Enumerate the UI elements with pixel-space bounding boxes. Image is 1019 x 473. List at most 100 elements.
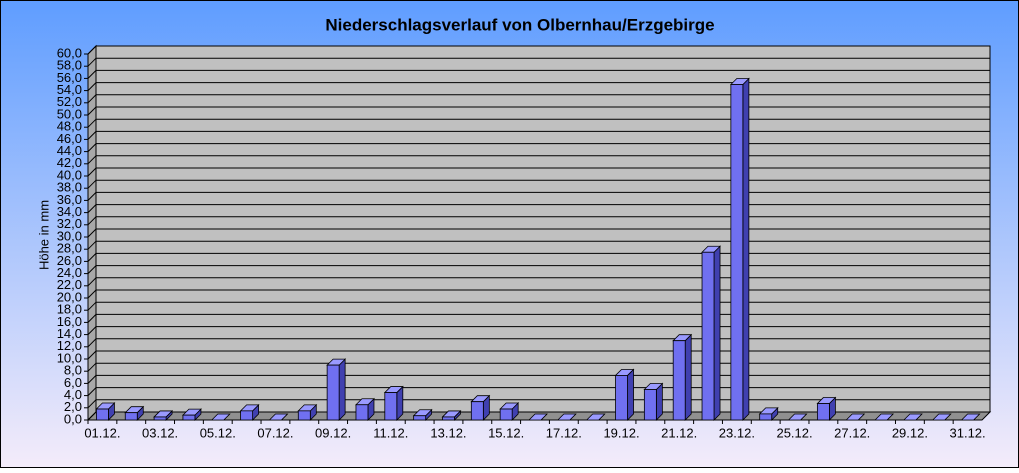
bar: [181, 408, 202, 421]
grid-line: [87, 350, 990, 360]
bar: [874, 413, 895, 421]
grid-line: [87, 265, 990, 274]
bar: [643, 382, 664, 421]
bar: [268, 413, 289, 421]
y-tick-label: 40,0: [57, 167, 82, 182]
bar: [124, 405, 145, 421]
y-tick-label: 34,0: [57, 204, 82, 219]
bar-front: [182, 414, 196, 421]
bar-front: [413, 415, 427, 421]
x-tick-label: 03.12.: [142, 425, 178, 440]
bar-front: [124, 412, 138, 421]
grid-line: [87, 45, 990, 55]
plot-area: 0,02,04,06,08,010,012,014,016,018,020,02…: [57, 44, 992, 440]
y-tick-label: 46,0: [57, 131, 82, 146]
bar-front: [615, 375, 628, 421]
y-tick-label: 12,0: [57, 338, 82, 353]
grid-line: [87, 57, 990, 67]
bar: [297, 403, 318, 421]
bar: [729, 77, 750, 421]
y-tick-label: 48,0: [57, 119, 82, 134]
y-tick-label: 44,0: [57, 143, 82, 158]
bar-top: [845, 413, 866, 421]
bar-top: [556, 413, 577, 421]
bar: [528, 413, 548, 421]
x-tick-label: 01.12.: [84, 425, 120, 440]
grid-line: [87, 374, 990, 384]
x-tick-label: 29.12.: [892, 425, 928, 440]
bar-side: [742, 77, 750, 421]
grid-line: [87, 167, 990, 177]
y-tick-label: 32,0: [57, 216, 82, 231]
bar: [326, 358, 347, 421]
grid-line: [87, 252, 990, 262]
bar-side: [684, 333, 692, 421]
x-tick-label: 19.12.: [603, 425, 639, 440]
grid-line: [87, 313, 990, 323]
bar: [902, 413, 923, 421]
grid-line: [87, 411, 990, 421]
y-tick-label: 14,0: [57, 326, 82, 341]
y-tick-label: 36,0: [57, 192, 82, 207]
grid-line: [87, 289, 990, 299]
bar: [672, 333, 693, 421]
bar-front: [442, 416, 455, 421]
grid-line: [87, 130, 990, 140]
x-tick-label: 11.12.: [373, 425, 408, 440]
bar-top: [874, 413, 895, 421]
grid-line: [87, 106, 990, 116]
grid-line: [87, 179, 990, 189]
chart-title: Niederschlagsverlauf von Olbernhau/Erzge…: [325, 15, 714, 34]
grid-line: [87, 143, 990, 152]
x-tick-label: 13.12.: [430, 425, 466, 440]
y-tick-label: 16,0: [57, 314, 82, 329]
y-tick-label: 22,0: [57, 277, 82, 292]
grid-line: [87, 387, 990, 396]
bar-front: [672, 340, 686, 421]
x-tick-label: 17.12.: [546, 425, 582, 440]
grid-line: [87, 204, 990, 213]
bar: [758, 406, 779, 421]
bar-front: [326, 364, 340, 421]
y-tick-label: 18,0: [57, 302, 82, 317]
bar-top: [931, 413, 952, 421]
y-tick-label: 4,0: [64, 387, 82, 402]
bar: [412, 408, 433, 421]
grid-line: [87, 94, 990, 104]
y-tick-label: 0,0: [64, 411, 82, 426]
bar: [585, 413, 606, 421]
bar-side: [627, 368, 634, 421]
bar: [153, 409, 174, 421]
x-tick-label: 07.12.: [257, 425, 293, 440]
grid-line: [87, 118, 990, 128]
bar-front: [240, 410, 254, 421]
y-tick-label: 60,0: [57, 45, 82, 60]
grid-line: [87, 155, 990, 165]
bar-top: [902, 413, 923, 421]
y-tick-label: 8,0: [64, 363, 82, 378]
grid-line: [87, 240, 990, 250]
y-tick-label: 30,0: [57, 228, 82, 243]
bar-front: [384, 392, 398, 421]
bar: [239, 403, 260, 421]
bar-front: [730, 84, 744, 421]
grid-line: [87, 362, 990, 372]
y-tick-label: 2,0: [64, 399, 82, 414]
y-tick-label: 54,0: [57, 82, 82, 97]
bar: [960, 413, 981, 421]
bar-top: [268, 413, 289, 421]
bar-side: [338, 358, 346, 421]
bar-top: [528, 413, 548, 421]
x-tick-label: 15.12.: [488, 425, 524, 440]
grid-line: [87, 338, 990, 348]
grid-line: [87, 301, 990, 311]
bar-front: [153, 416, 167, 421]
bar: [931, 413, 952, 421]
y-tick-label: 10,0: [57, 350, 82, 365]
x-tick-label: 31.12.: [950, 425, 986, 440]
grid-line: [87, 216, 990, 226]
y-tick-label: 52,0: [57, 94, 82, 109]
bar-front: [499, 408, 513, 421]
grid-line: [87, 69, 990, 79]
